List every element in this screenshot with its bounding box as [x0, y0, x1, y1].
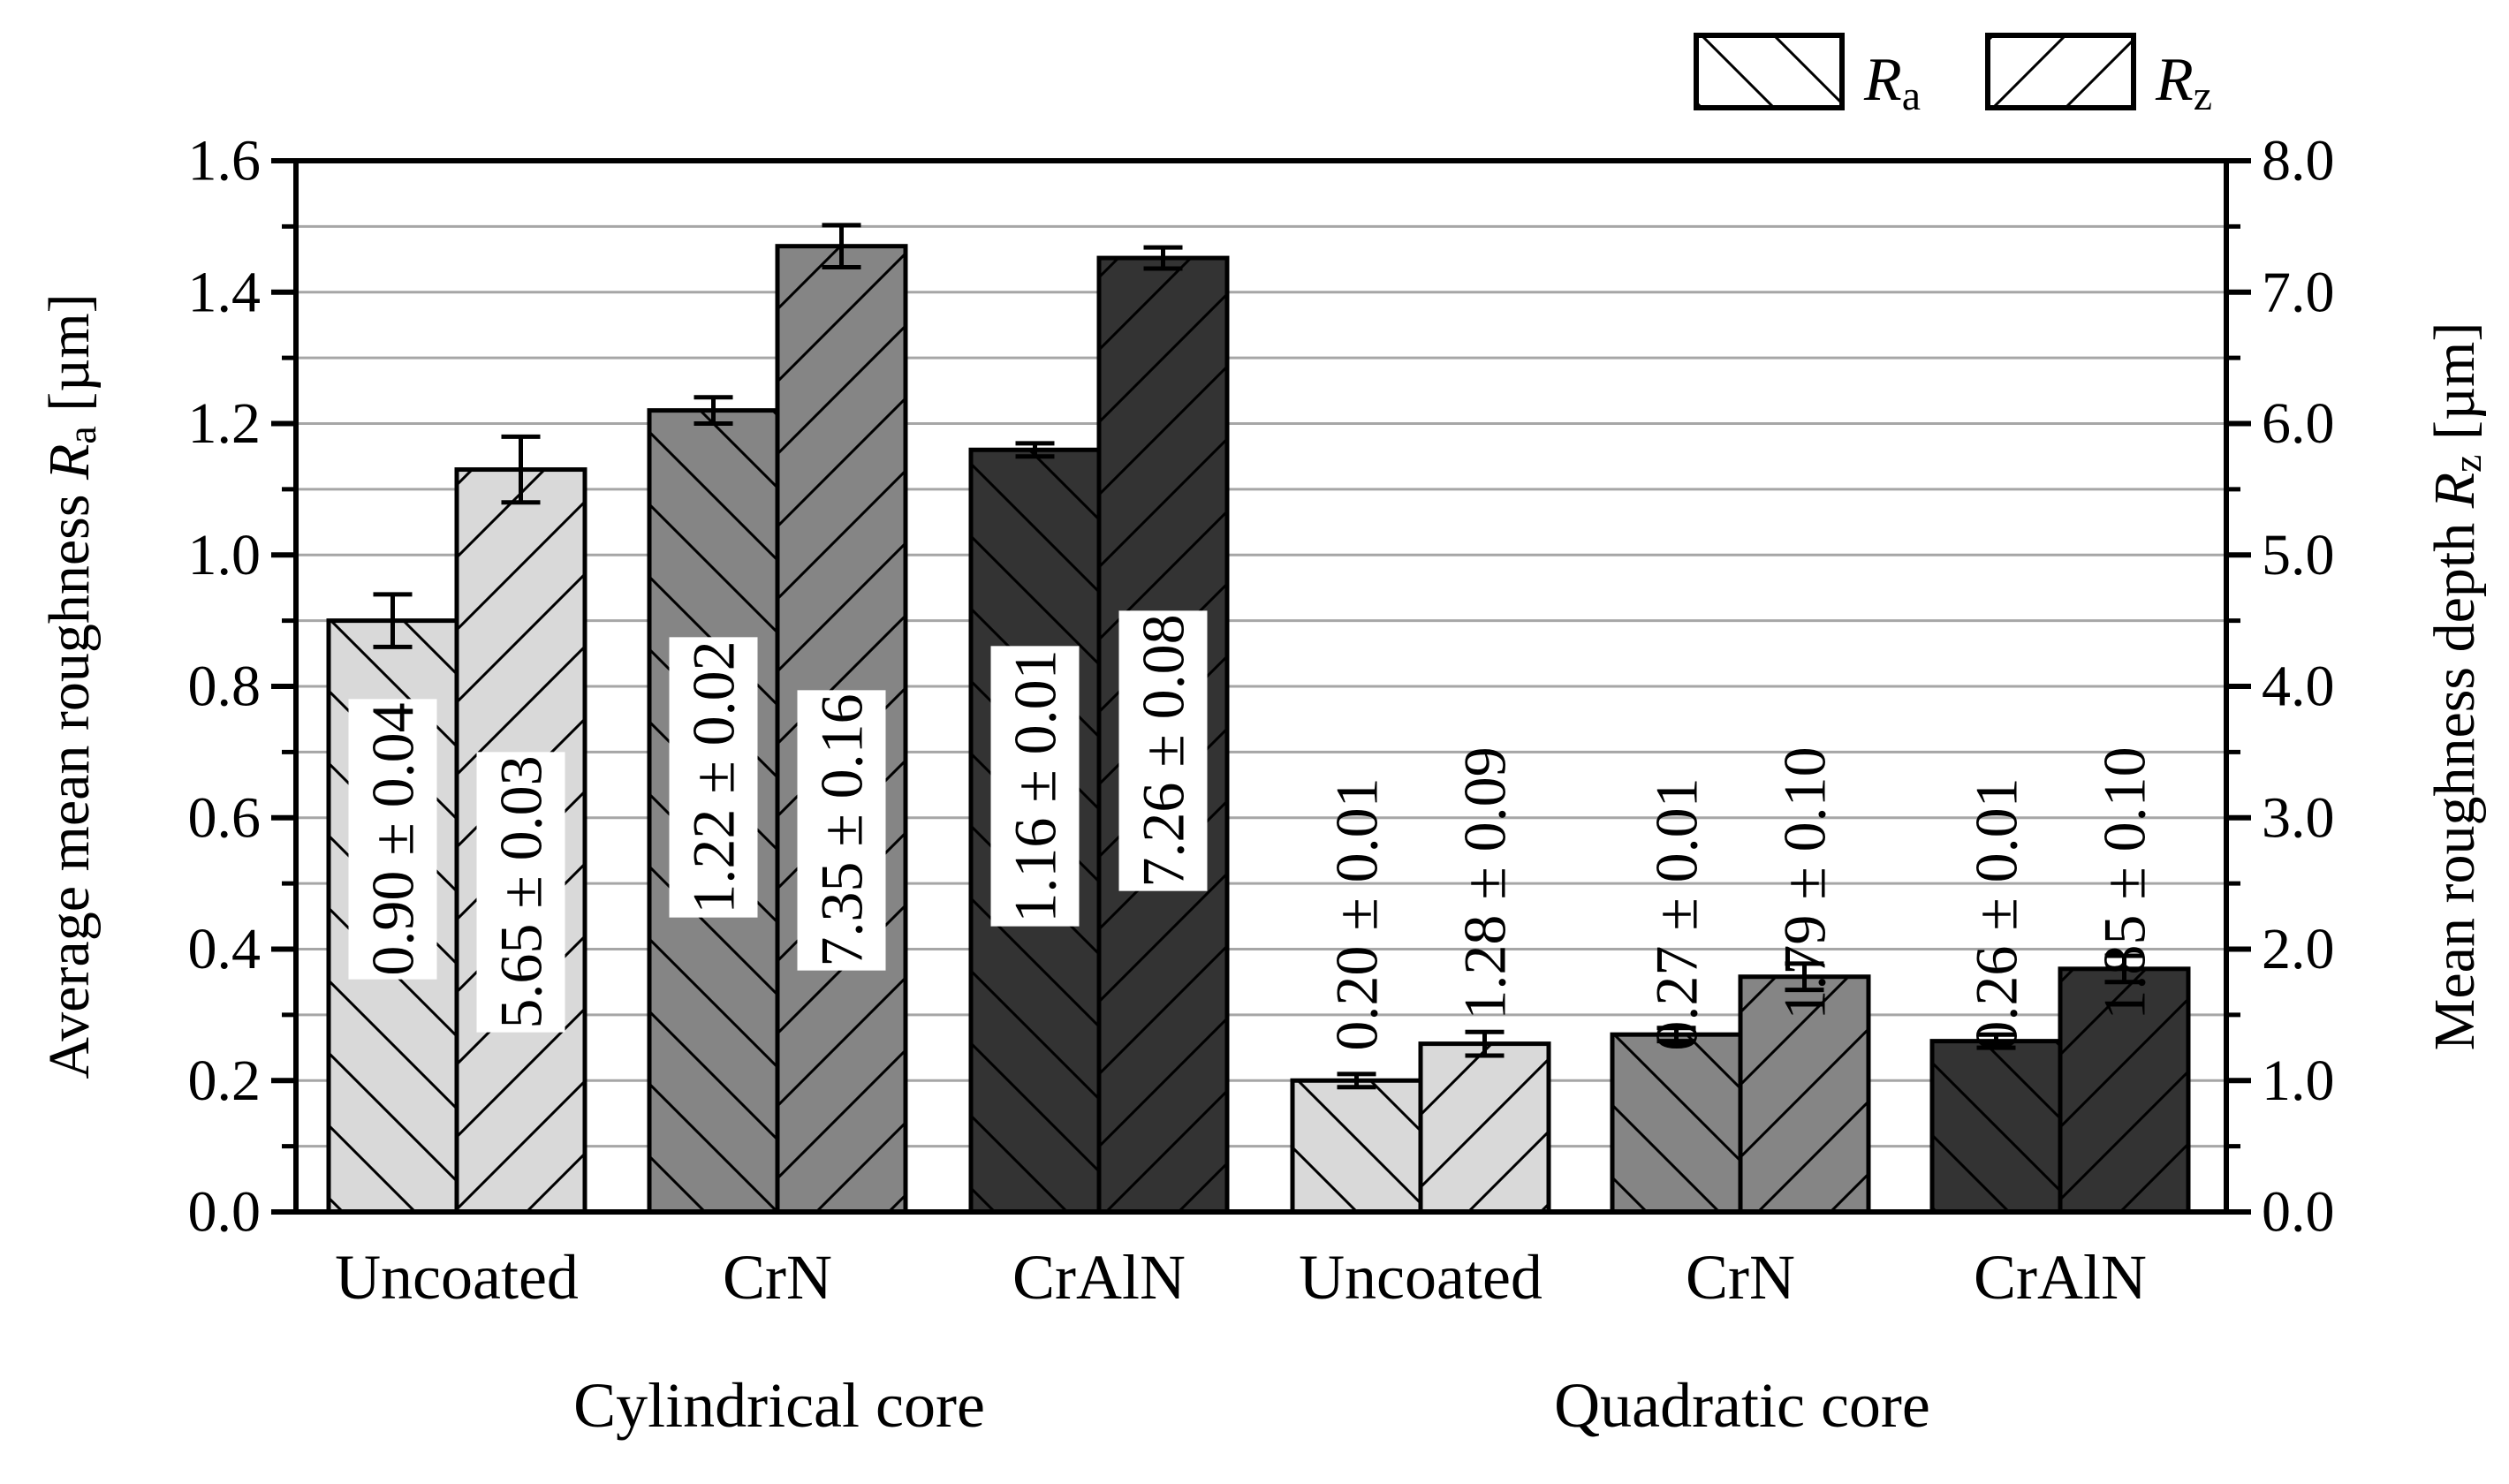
value-label-rz: 1.79 ± 0.10 [1771, 746, 1838, 1019]
ytick-label-left: 0.4 [188, 917, 262, 981]
bar-value-labels: 0.90 ± 0.04 5.65 ± 0.03 1.22 ± 0.02 7.35 ± … [348, 610, 2158, 1051]
ytick-label-right: 5.0 [2262, 523, 2335, 587]
ytick-label-right: 0.0 [2262, 1180, 2335, 1245]
category-label: CrAlN [1012, 1242, 1186, 1313]
value-label-rz: 1.85 ± 0.10 [2091, 746, 2158, 1019]
gridlines [296, 224, 2226, 1148]
value-label-bg [797, 690, 886, 971]
group-label: Cylindrical core [573, 1370, 985, 1441]
ytick-label-left: 1.2 [188, 391, 262, 456]
bar-ra-hatch [1610, 1032, 1743, 1215]
bar-ra-hatch [1929, 1039, 2063, 1215]
ytick-label-left: 1.6 [188, 129, 262, 193]
ytick-label-right: 1.0 [2262, 1049, 2335, 1113]
ytick-label-right: 2.0 [2262, 917, 2335, 981]
ytick-label-right: 6.0 [2262, 391, 2335, 456]
legend: Ra Rz [1694, 33, 2212, 119]
y-axis-title-left: Average mean roughness Ra [µm] [37, 293, 104, 1079]
legend-swatch-ra [1694, 33, 1845, 110]
bar-ra-hatch [1290, 1078, 1423, 1215]
bar-rz-hatch [1738, 974, 1871, 1215]
ytick-label-left: 0.6 [188, 785, 262, 850]
value-label-rz: 1.28 ± 0.09 [1452, 746, 1519, 1019]
ytick-label-right: 4.0 [2262, 655, 2335, 719]
ytick-label-right: 8.0 [2262, 129, 2335, 193]
value-label-bg [1118, 610, 1208, 891]
bars [326, 223, 2191, 1215]
ytick-label-right: 7.0 [2262, 260, 2335, 324]
axes: Uncoated CrN CrAlN Uncoated CrN CrAlN Cylindri… [37, 129, 2490, 1442]
category-label: CrN [1686, 1242, 1795, 1313]
category-label: Uncoated [335, 1242, 579, 1313]
category-label: CrAlN [1974, 1242, 2147, 1313]
value-label-bg [348, 699, 437, 980]
ytick-label-left: 1.4 [188, 260, 262, 324]
legend-label: Rz [2155, 46, 2212, 119]
value-label-bg [669, 637, 758, 918]
value-label-ra: 0.20 ± 0.01 [1323, 777, 1391, 1050]
value-label-ra: 1.22 ± 0.02 [680, 640, 747, 913]
category-label: CrN [723, 1242, 832, 1313]
legend-label: Ra [1863, 46, 1921, 119]
group-label: Quadratic core [1554, 1370, 1930, 1441]
value-label-ra: 0.27 ± 0.01 [1643, 777, 1710, 1050]
ytick-label-left: 0.0 [188, 1180, 262, 1245]
value-label-rz: 7.35 ± 0.16 [808, 693, 875, 966]
ytick-label-left: 0.2 [188, 1049, 262, 1113]
category-label: Uncoated [1299, 1242, 1543, 1313]
value-label-bg [990, 646, 1080, 927]
value-label-rz: 7.26 ± 0.08 [1130, 614, 1197, 887]
value-label-rz: 5.65 ± 0.03 [488, 755, 555, 1028]
value-label-bg [476, 752, 565, 1033]
ytick-label-left: 1.0 [188, 523, 262, 587]
legend-swatch-rz [1985, 33, 2136, 110]
bar-rz-hatch [2058, 966, 2191, 1215]
value-label-ra: 0.26 ± 0.01 [1963, 777, 2030, 1050]
y-axis-title-right: Mean roughness depth Rz [µm] [2422, 322, 2490, 1051]
ytick-label-right: 3.0 [2262, 785, 2335, 850]
ytick-label-left: 0.8 [188, 655, 262, 719]
value-label-ra: 0.90 ± 0.04 [360, 702, 427, 975]
value-label-ra: 1.16 ± 0.01 [1002, 649, 1069, 922]
bar-rz-hatch [1418, 1041, 1551, 1215]
